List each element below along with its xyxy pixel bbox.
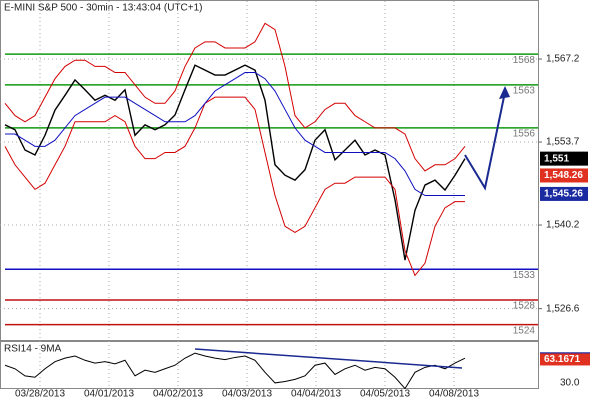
level-label: 1568 (513, 55, 536, 66)
level-label: 1556 (513, 129, 536, 140)
x-tick-label: 04/04/2013 (291, 389, 341, 400)
arrow-head (499, 86, 510, 99)
price-line (4, 22, 466, 172)
chart-title: E-MINI S&P 500 - 30min - 13:43:04 (UTC+1… (4, 3, 203, 14)
y-tick-label: 1,540.2 (546, 220, 580, 231)
price-label: 1,548.26 (544, 170, 583, 181)
rsi-value-box (540, 353, 590, 366)
price-label-box (540, 151, 588, 166)
price-label: 1,551 (544, 153, 569, 164)
rsi-trendline (194, 348, 463, 369)
x-tick-label: 04/03/2013 (222, 389, 272, 400)
price-line (4, 96, 465, 277)
rsi-label: RSI14 - 9MA (4, 344, 62, 355)
price-label-box (540, 168, 588, 183)
level-label: 1563 (513, 85, 536, 96)
rsi-panel (0, 341, 539, 389)
price-line (5, 72, 465, 197)
level-label: 1528 (513, 301, 536, 312)
rsi-tick-label: 30.0 (560, 378, 580, 389)
price-label: 1,545.26 (544, 189, 583, 200)
y-tick-label: 1,553.7 (546, 137, 580, 148)
x-tick-label: 03/28/2013 (15, 389, 65, 400)
price-line (4, 64, 466, 261)
projection-arrow (464, 91, 506, 191)
x-tick-label: 04/01/2013 (84, 389, 134, 400)
price-label-box (540, 186, 588, 201)
y-tick-label: 1,567.2 (546, 54, 580, 65)
x-tick-label: 04/05/2013 (360, 389, 410, 400)
rsi-line (4, 352, 466, 390)
x-tick-label: 04/08/2013 (429, 389, 479, 400)
x-tick-label: 04/02/2013 (153, 389, 203, 400)
level-label: 1524 (513, 325, 536, 336)
rsi-value-label: 63.1671 (544, 354, 581, 365)
y-tick-label: 1,526.6 (546, 303, 580, 314)
level-label: 1533 (513, 270, 536, 281)
